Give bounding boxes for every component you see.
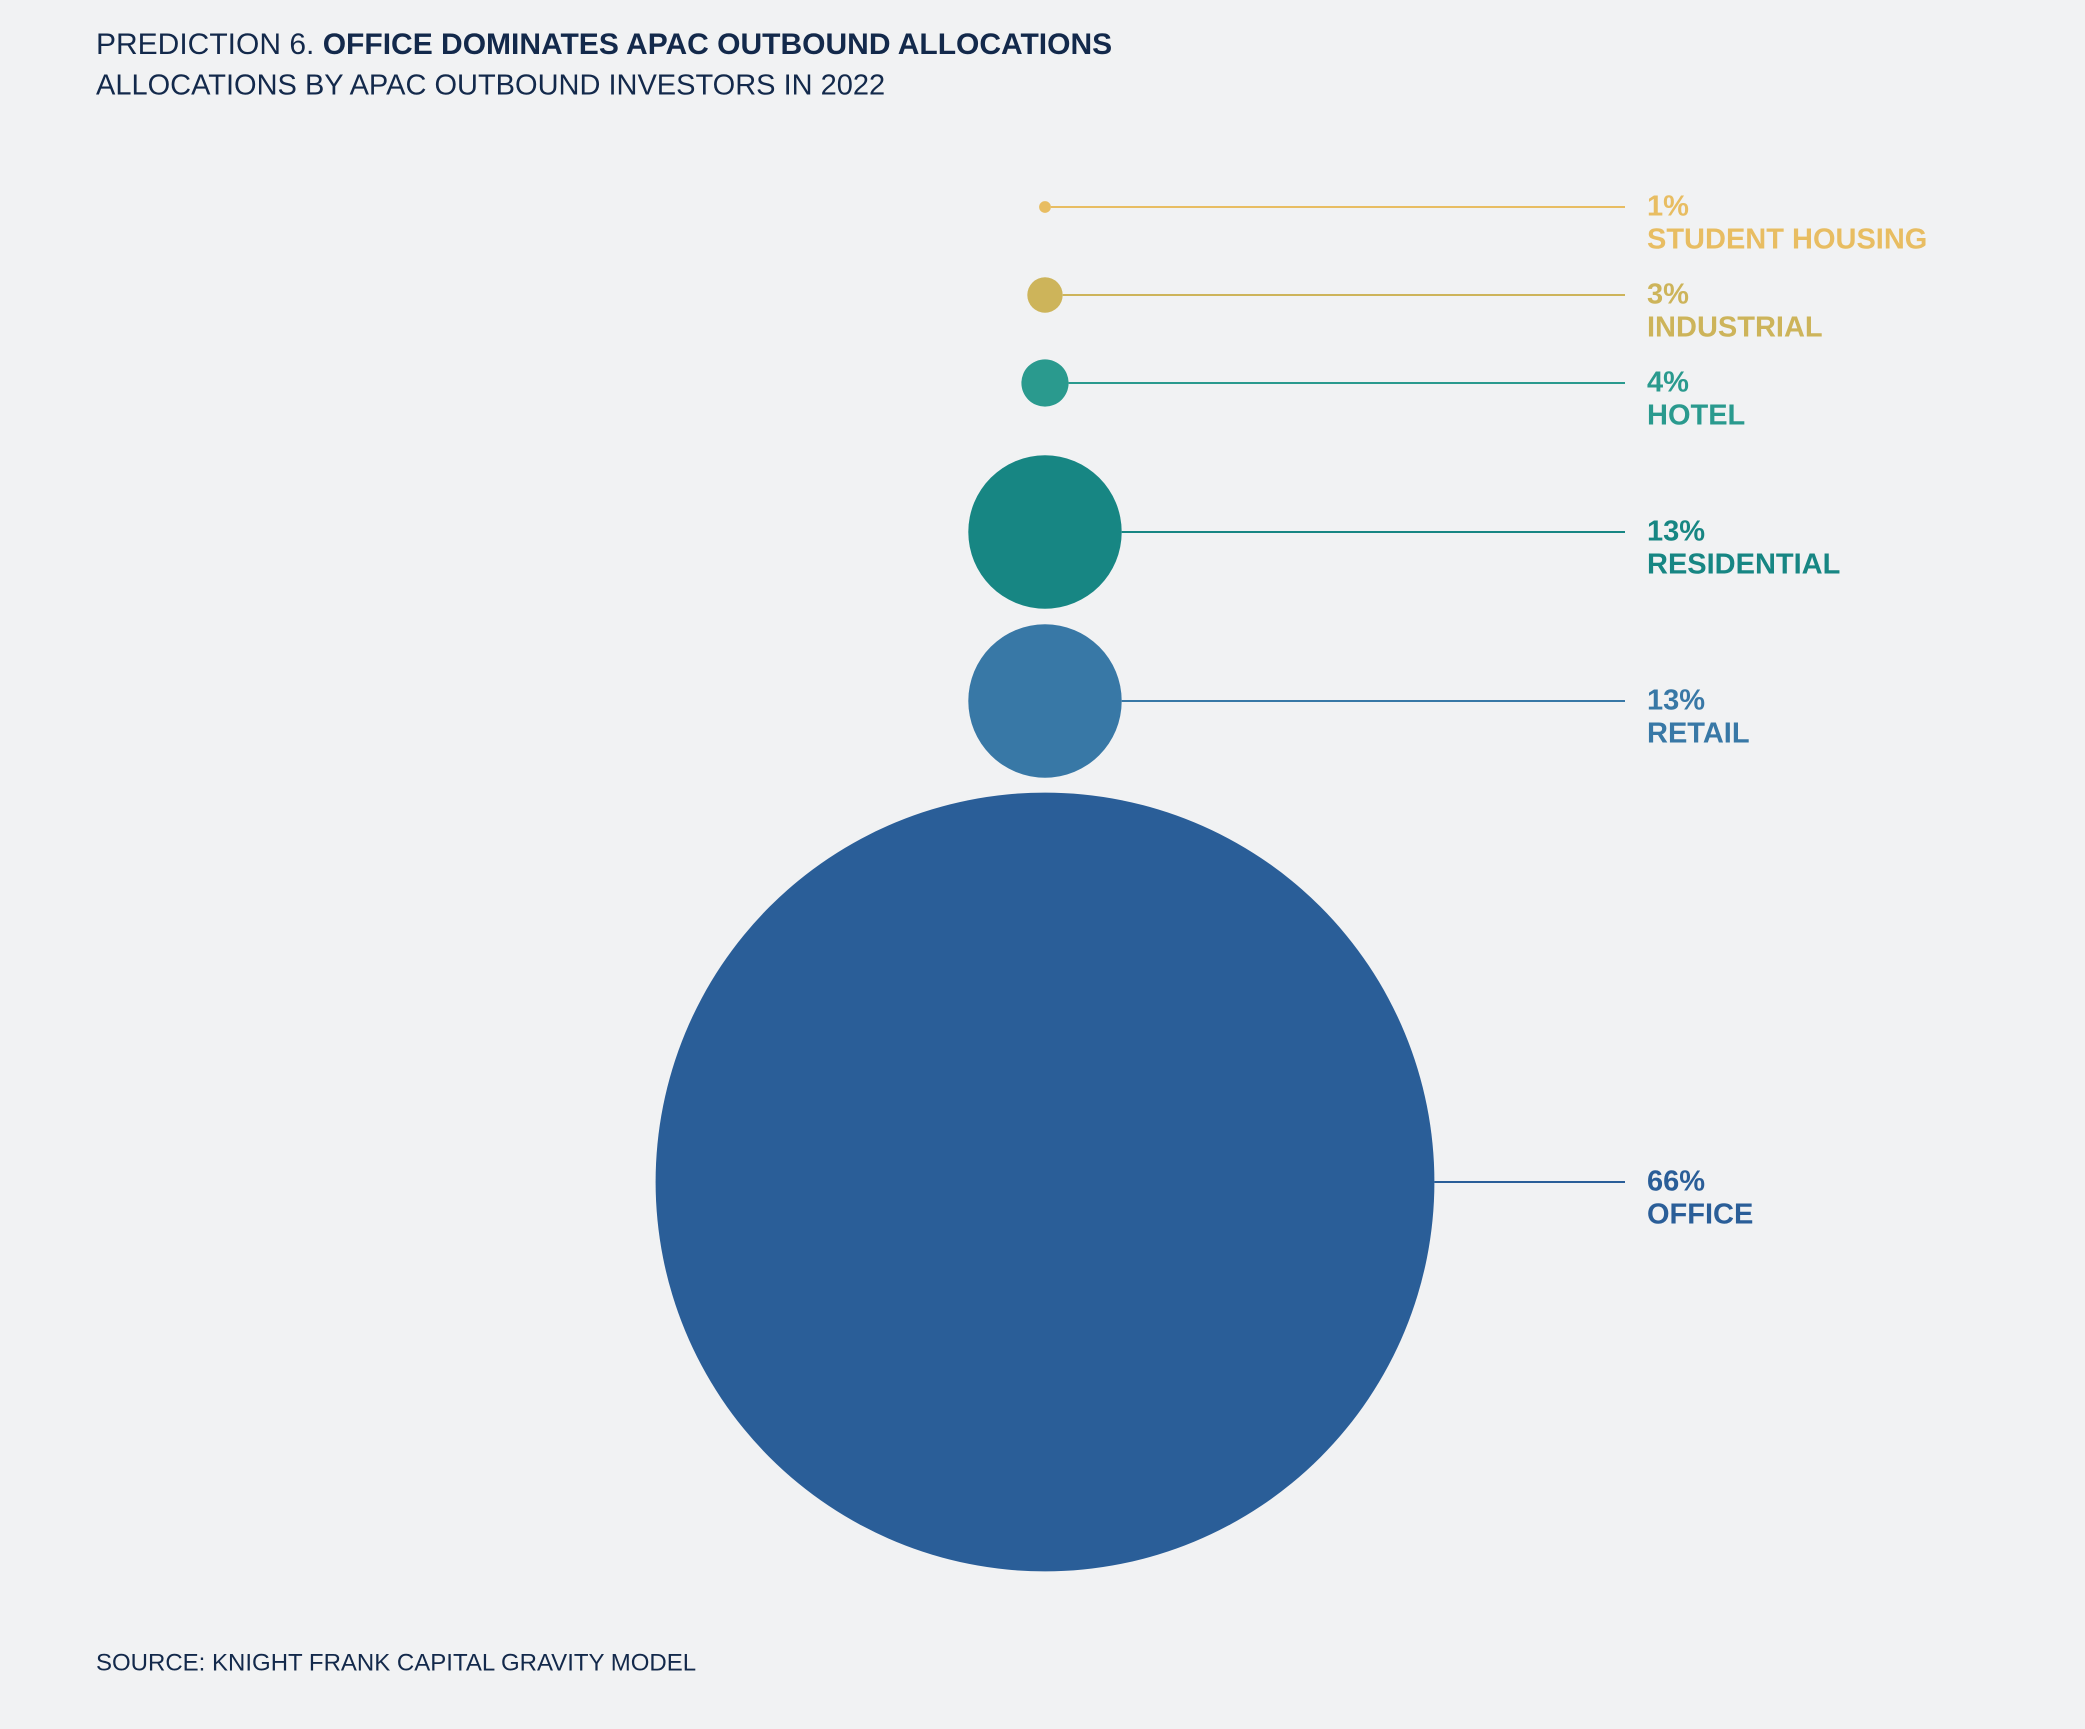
value-label: 4% xyxy=(1647,367,1689,399)
title-main: OFFICE DOMINATES APAC OUTBOUND ALLOCATIO… xyxy=(323,28,1112,61)
bubble xyxy=(1039,201,1051,213)
chart-subtitle: ALLOCATIONS BY APAC OUTBOUND INVESTORS I… xyxy=(96,70,885,102)
value-label: 13% xyxy=(1647,516,1705,548)
bubble xyxy=(968,455,1122,609)
value-label: 13% xyxy=(1647,685,1705,717)
category-label: RETAIL xyxy=(1647,718,1750,750)
bubble xyxy=(655,792,1435,1572)
category-label: OFFICE xyxy=(1647,1199,1753,1231)
category-label: RESIDENTIAL xyxy=(1647,549,1840,581)
chart-title: PREDICTION 6. OFFICE DOMINATES APAC OUTB… xyxy=(96,28,1112,61)
bubble xyxy=(1027,277,1063,313)
bubble xyxy=(968,624,1122,778)
title-prefix: PREDICTION 6. xyxy=(96,28,314,61)
value-label: 3% xyxy=(1647,279,1689,311)
value-label: 1% xyxy=(1647,191,1689,223)
source-note: SOURCE: KNIGHT FRANK CAPITAL GRAVITY MOD… xyxy=(96,1649,696,1676)
category-label: HOTEL xyxy=(1647,400,1745,432)
value-label: 66% xyxy=(1647,1166,1705,1198)
bubble xyxy=(1021,359,1069,407)
category-label: INDUSTRIAL xyxy=(1647,312,1823,344)
category-label: STUDENT HOUSING xyxy=(1647,224,1927,256)
